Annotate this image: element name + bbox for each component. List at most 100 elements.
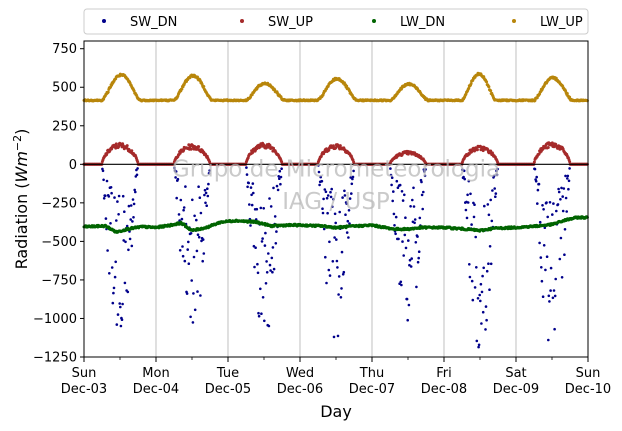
- point-sw-up-199: [197, 145, 201, 149]
- point-sw-dn-448: [340, 250, 344, 254]
- point-sw-dn-333: [274, 242, 278, 245]
- point-sw-dn-826: [558, 257, 562, 261]
- point-sw-up-782: [532, 160, 536, 164]
- point-sw-up-83: [130, 149, 134, 153]
- point-sw-up-468: [352, 160, 356, 164]
- point-sw-dn-708: [490, 219, 494, 223]
- point-sw-dn-840: [566, 174, 570, 178]
- x-tick-date-6: Dec-09: [493, 382, 539, 397]
- point-sw-dn-434: [332, 335, 336, 339]
- point-sw-dn-587: [420, 193, 424, 197]
- point-sw-dn-555: [402, 254, 406, 257]
- point-sw-dn-536: [391, 199, 395, 203]
- point-sw-dn-170: [180, 217, 184, 221]
- point-sw-dn-438: [335, 238, 338, 241]
- point-sw-dn-322: [268, 197, 271, 200]
- point-sw-dn-179: [185, 292, 189, 295]
- point-sw-dn-417: [322, 227, 326, 231]
- point-sw-dn-423: [326, 211, 329, 215]
- point-sw-dn-709: [491, 189, 494, 192]
- point-sw-dn-283: [245, 173, 249, 176]
- point-sw-dn-302: [256, 271, 260, 275]
- point-sw-dn-413: [320, 179, 324, 183]
- point-sw-dn-688: [479, 299, 482, 303]
- point-sw-dn-674: [470, 279, 474, 283]
- point-sw-dn-783: [533, 167, 537, 171]
- point-lw-up-42: [106, 90, 110, 94]
- point-sw-dn-190: [192, 292, 195, 295]
- point-sw-dn-838: [565, 210, 568, 213]
- y-tick-label-8: −1250: [33, 351, 77, 366]
- point-sw-dn-313: [263, 319, 266, 323]
- point-sw-dn-186: [189, 232, 193, 235]
- point-lw-up-706: [489, 89, 493, 93]
- point-sw-dn-832: [561, 209, 565, 213]
- point-sw-dn-81: [129, 218, 132, 221]
- point-sw-dn-538: [392, 212, 396, 216]
- y-tick-label-4: −250: [41, 196, 77, 211]
- point-sw-dn-457: [345, 231, 349, 234]
- point-sw-dn-663: [464, 208, 468, 212]
- point-sw-up-56: [114, 142, 118, 146]
- point-sw-dn-561: [405, 297, 409, 301]
- point-sw-dn-66: [120, 318, 124, 322]
- point-sw-dn-181: [187, 240, 190, 244]
- point-sw-up-343: [280, 160, 284, 164]
- point-sw-dn-68: [121, 194, 125, 198]
- point-sw-dn-449: [341, 196, 344, 199]
- point-sw-dn-218: [208, 169, 211, 172]
- point-sw-dn-684: [476, 297, 480, 300]
- point-lw-up-456: [345, 84, 349, 88]
- point-sw-dn-813: [551, 213, 554, 216]
- point-sw-dn-67: [121, 302, 124, 306]
- point-sw-dn-824: [557, 187, 560, 191]
- point-sw-dn-576: [414, 241, 418, 244]
- point-sw-dn-589: [422, 190, 425, 194]
- y-axis-title-unit: Wm: [12, 151, 31, 182]
- y-axis-ticks: 750 500 250 0 −250 −500 −750 −1000 −1250: [33, 42, 84, 366]
- point-sw-dn-463: [349, 176, 353, 179]
- point-sw-dn-330: [272, 267, 276, 271]
- point-sw-dn-342: [279, 175, 283, 179]
- point-sw-dn-327: [271, 270, 274, 274]
- point-sw-dn-837: [564, 196, 568, 200]
- point-sw-dn-428: [329, 190, 332, 194]
- point-sw-dn-173: [182, 208, 185, 212]
- point-sw-dn-534: [390, 183, 393, 187]
- point-sw-dn-309: [260, 240, 264, 243]
- point-sw-dn-409: [318, 183, 321, 187]
- point-sw-dn-550: [399, 280, 403, 284]
- point-sw-dn-680: [474, 235, 478, 239]
- point-sw-dn-160: [174, 170, 178, 173]
- series-lw-up: [82, 71, 589, 103]
- point-sw-dn-441: [336, 334, 340, 338]
- point-sw-dn-569: [410, 257, 414, 260]
- point-sw-dn-50: [111, 301, 115, 305]
- point-sw-dn-168: [179, 198, 183, 202]
- point-sw-dn-785: [534, 179, 538, 183]
- point-sw-dn-332: [273, 215, 277, 218]
- y-tick-label-2: 250: [52, 119, 77, 134]
- point-sw-dn-49: [110, 266, 114, 269]
- point-sw-dn-827: [559, 198, 562, 201]
- point-sw-up-806: [546, 146, 550, 149]
- point-lw-up-839: [565, 92, 569, 95]
- point-sw-dn-588: [421, 207, 425, 211]
- point-sw-dn-678: [473, 203, 476, 206]
- point-sw-dn-201: [198, 196, 202, 199]
- point-sw-dn-76: [126, 290, 130, 294]
- point-sw-dn-83: [130, 244, 134, 248]
- x-tick-day-7: Sun: [576, 366, 601, 381]
- point-sw-dn-825: [557, 190, 561, 194]
- point-sw-dn-84: [131, 220, 134, 223]
- point-sw-dn-424: [326, 194, 330, 197]
- point-sw-dn-343: [280, 167, 283, 170]
- point-sw-dn-570: [411, 198, 414, 202]
- point-sw-dn-56: [115, 219, 118, 222]
- point-sw-dn-451: [342, 270, 346, 274]
- x-tick-day-3: Wed: [286, 366, 314, 381]
- point-sw-dn-686: [477, 343, 481, 347]
- point-sw-dn-282: [245, 166, 248, 169]
- point-sw-dn-690: [480, 322, 483, 325]
- point-sw-dn-575: [413, 218, 417, 221]
